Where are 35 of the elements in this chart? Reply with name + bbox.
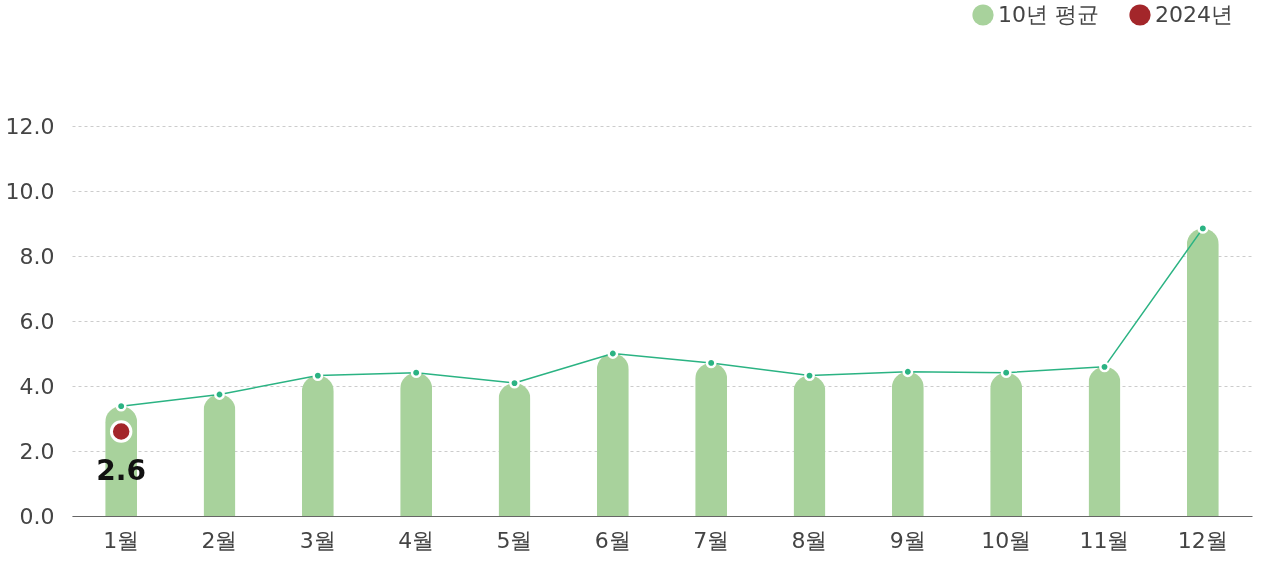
x-tick-label: 10월 — [981, 527, 1032, 553]
point — [109, 420, 133, 443]
y-tick-label: 4.0 — [19, 373, 55, 399]
legend-label: 10년 평균 — [998, 2, 1099, 27]
bar — [695, 362, 728, 516]
y-tick-label: 10.0 — [5, 178, 55, 204]
x-tick-label: 9월 — [889, 527, 926, 553]
y-tick-label: 12.0 — [5, 113, 55, 139]
bar — [793, 375, 826, 516]
bar — [400, 372, 433, 516]
x-tick-label: 7월 — [693, 527, 730, 553]
bar — [203, 394, 236, 516]
y-tick-label: 8.0 — [19, 243, 55, 269]
x-tick-label: 11월 — [1079, 527, 1130, 553]
x-tick-label: 1월 — [103, 527, 140, 553]
x-tick-label: 4월 — [398, 527, 435, 553]
bar — [498, 383, 531, 516]
y-tick-label: 6.0 — [19, 308, 55, 334]
x-tick-label: 8월 — [791, 527, 828, 553]
data-label: 2.6 — [96, 453, 146, 487]
x-tick-label: 6월 — [594, 527, 631, 553]
legend-label: 2024년 — [1155, 2, 1233, 27]
y-tick-label: 2.0 — [19, 438, 55, 464]
bar — [891, 371, 924, 516]
bar — [301, 375, 334, 516]
x-tick-label: 2월 — [201, 527, 238, 553]
bar — [1186, 228, 1219, 516]
x-tick-label: 12월 — [1177, 527, 1228, 553]
x-tick-label: 5월 — [496, 527, 533, 553]
bar — [1088, 366, 1121, 516]
bar — [596, 353, 629, 516]
x-tick-label: 3월 — [299, 527, 336, 553]
point — [1099, 361, 1110, 373]
bar — [990, 372, 1023, 516]
y-tick-label: 0.0 — [19, 503, 55, 529]
